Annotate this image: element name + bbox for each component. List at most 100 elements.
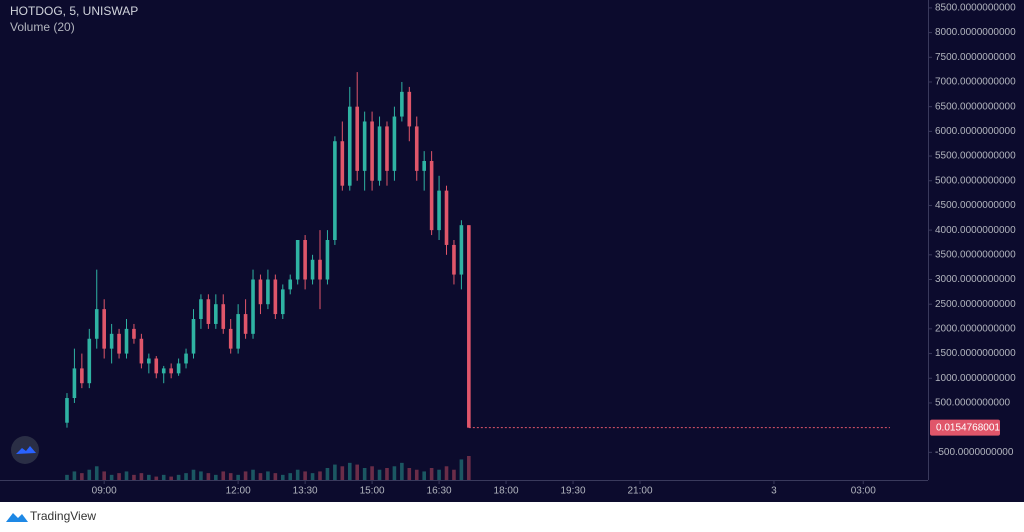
volume-bar bbox=[109, 474, 114, 480]
volume-bar bbox=[459, 459, 464, 480]
volume-bar bbox=[184, 473, 188, 480]
volume-bar bbox=[347, 462, 352, 480]
y-tick-label: 6000.0000000000 bbox=[935, 126, 1016, 137]
candle-body bbox=[273, 279, 278, 315]
candle-body bbox=[437, 190, 441, 231]
volume-bar bbox=[243, 471, 248, 480]
candle-body bbox=[340, 141, 345, 186]
x-tick-label: 09:00 bbox=[92, 486, 117, 497]
volume-bar bbox=[355, 464, 360, 480]
volume-bar bbox=[266, 471, 270, 480]
chart-title: HOTDOG, 5, UNISWAP bbox=[10, 4, 138, 18]
candle-body bbox=[414, 126, 419, 171]
candle-body bbox=[102, 309, 106, 349]
volume-bar bbox=[102, 471, 106, 480]
candle-body bbox=[370, 121, 374, 181]
y-tick-label: 500.0000000000 bbox=[935, 398, 1011, 409]
y-tick-label: 6500.0000000000 bbox=[935, 101, 1016, 112]
volume-bar bbox=[362, 468, 367, 480]
x-tick-label: 15:00 bbox=[360, 486, 385, 497]
candle-body bbox=[325, 240, 330, 280]
volume-bar bbox=[429, 468, 434, 480]
candle-body bbox=[303, 240, 307, 280]
footer-logo bbox=[6, 513, 28, 522]
candle-body bbox=[243, 314, 248, 334]
candle-body bbox=[65, 398, 69, 423]
candle-body bbox=[333, 141, 337, 240]
candle-body bbox=[347, 106, 352, 186]
candle-body bbox=[72, 368, 77, 399]
volume-bar bbox=[310, 473, 315, 480]
x-tick-label: 21:00 bbox=[627, 486, 652, 497]
candle-body bbox=[94, 309, 99, 339]
volume-bar bbox=[385, 468, 389, 480]
volume-bar bbox=[318, 471, 322, 480]
candle-body bbox=[385, 126, 389, 171]
volume-bar bbox=[414, 469, 419, 480]
y-tick-label: 1000.0000000000 bbox=[935, 373, 1016, 384]
y-tick-label: 2000.0000000000 bbox=[935, 324, 1016, 335]
volume-bar bbox=[228, 473, 233, 480]
candle-body bbox=[154, 358, 159, 374]
volume-bar bbox=[392, 466, 397, 480]
y-tick-label: 7500.0000000000 bbox=[935, 52, 1016, 63]
volume-bar bbox=[407, 468, 412, 480]
volume-bar bbox=[333, 464, 337, 480]
candle-body bbox=[467, 225, 471, 428]
volume-bar bbox=[176, 474, 181, 480]
y-tick-label: 1500.0000000000 bbox=[935, 348, 1016, 359]
volume-bar bbox=[147, 474, 151, 480]
x-tick-label: 18:00 bbox=[494, 486, 519, 497]
candle-body bbox=[407, 91, 412, 127]
candle-body bbox=[429, 160, 434, 231]
candle-body bbox=[236, 314, 240, 349]
volume-bar bbox=[422, 471, 426, 480]
footer-brand: TradingView bbox=[30, 509, 96, 523]
candle-body bbox=[288, 279, 293, 290]
logo-icon bbox=[16, 446, 36, 454]
candle-body bbox=[452, 244, 456, 275]
volume-bar bbox=[87, 469, 92, 480]
y-tick-label: 8500.0000000000 bbox=[935, 3, 1016, 14]
volume-bar bbox=[161, 474, 166, 480]
candle-body bbox=[214, 304, 218, 324]
candle-body bbox=[355, 106, 360, 171]
volume-bar bbox=[169, 476, 173, 480]
candle-body bbox=[459, 225, 464, 275]
last-price-box bbox=[930, 419, 1000, 436]
candle-body bbox=[161, 368, 166, 374]
y-tick-label: 3000.0000000000 bbox=[935, 274, 1016, 285]
candle-body bbox=[184, 353, 188, 364]
candle-body bbox=[80, 368, 84, 384]
volume-bar bbox=[206, 473, 211, 480]
y-tick-label: -500.0000000000 bbox=[935, 447, 1014, 458]
x-tick-label: 3 bbox=[771, 486, 777, 497]
x-tick-label: 16:30 bbox=[427, 486, 452, 497]
candle-body bbox=[191, 319, 196, 354]
candle-body bbox=[400, 91, 404, 117]
chart-background bbox=[0, 0, 1024, 502]
volume-bar bbox=[117, 473, 121, 480]
candle-body bbox=[258, 279, 263, 305]
candle-body bbox=[362, 121, 367, 171]
volume-bar bbox=[124, 471, 129, 480]
last-price-label: 0.0154768001 bbox=[936, 422, 1000, 433]
volume-bar bbox=[370, 466, 374, 480]
volume-bar bbox=[340, 466, 345, 480]
candle-body bbox=[87, 338, 92, 384]
volume-bar bbox=[154, 476, 159, 480]
logo-button[interactable] bbox=[11, 436, 39, 464]
candle-body bbox=[147, 358, 151, 364]
candle-body bbox=[318, 259, 322, 280]
logo-circle[interactable] bbox=[11, 436, 39, 464]
candle-body bbox=[228, 328, 233, 349]
candle-body bbox=[422, 160, 426, 171]
candle-body bbox=[169, 368, 173, 374]
candle-body bbox=[251, 279, 255, 334]
x-tick-label: 12:00 bbox=[226, 486, 251, 497]
x-tick-label: 03:00 bbox=[851, 486, 876, 497]
volume-bar bbox=[199, 471, 203, 480]
volume-bar bbox=[437, 469, 441, 480]
